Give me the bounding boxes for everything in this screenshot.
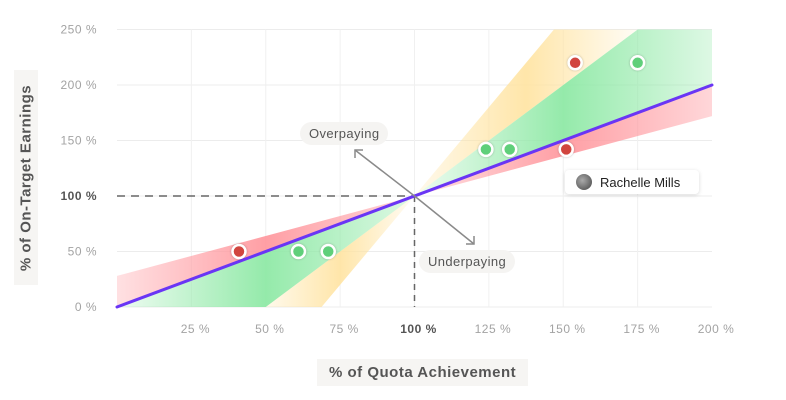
underpaying-arrow bbox=[414, 195, 475, 245]
y-axis-title-text: % of On-Target Earnings bbox=[17, 84, 35, 271]
data-point-green bbox=[290, 243, 307, 260]
x-tick-label: 200 % bbox=[698, 322, 735, 336]
x-tick-label: 25 % bbox=[181, 322, 210, 336]
x-tick-label: 75 % bbox=[329, 322, 358, 336]
avatar bbox=[576, 174, 592, 190]
overpaying-arrowhead bbox=[354, 149, 363, 158]
data-point-green bbox=[320, 243, 336, 260]
x-tick-label: 125 % bbox=[475, 322, 512, 336]
overpaying-label: Overpaying bbox=[300, 122, 389, 145]
data-point-red bbox=[231, 243, 247, 260]
x-tick-label: 50 % bbox=[255, 322, 284, 336]
y-axis-title: % of On-Target Earnings bbox=[14, 70, 38, 285]
underpaying-label: Underpaying bbox=[419, 250, 516, 273]
point-tooltip: Rachelle Mills bbox=[565, 170, 699, 194]
data-point-green bbox=[629, 55, 646, 71]
data-point-green bbox=[501, 141, 518, 158]
x-tick-label: 100 % bbox=[400, 322, 437, 336]
x-axis-title: % of Quota Achievement bbox=[317, 359, 529, 386]
y-tick-label: 100 % bbox=[60, 189, 97, 203]
y-tick-label: 50 % bbox=[68, 245, 97, 259]
y-tick-label: 200 % bbox=[60, 78, 97, 92]
data-point-red bbox=[558, 141, 574, 158]
data-point-green bbox=[478, 141, 494, 158]
overpaying-arrow bbox=[354, 149, 415, 197]
y-tick-label: 150 % bbox=[60, 134, 97, 148]
y-tick-label: 250 % bbox=[60, 23, 97, 37]
x-tick-label: 150 % bbox=[549, 322, 586, 336]
data-point-red bbox=[567, 55, 583, 71]
x-tick-label: 175 % bbox=[623, 322, 660, 336]
tooltip-name: Rachelle Mills bbox=[600, 174, 681, 190]
underpaying-arrowhead bbox=[466, 236, 475, 245]
y-tick-label: 0 % bbox=[75, 300, 97, 314]
